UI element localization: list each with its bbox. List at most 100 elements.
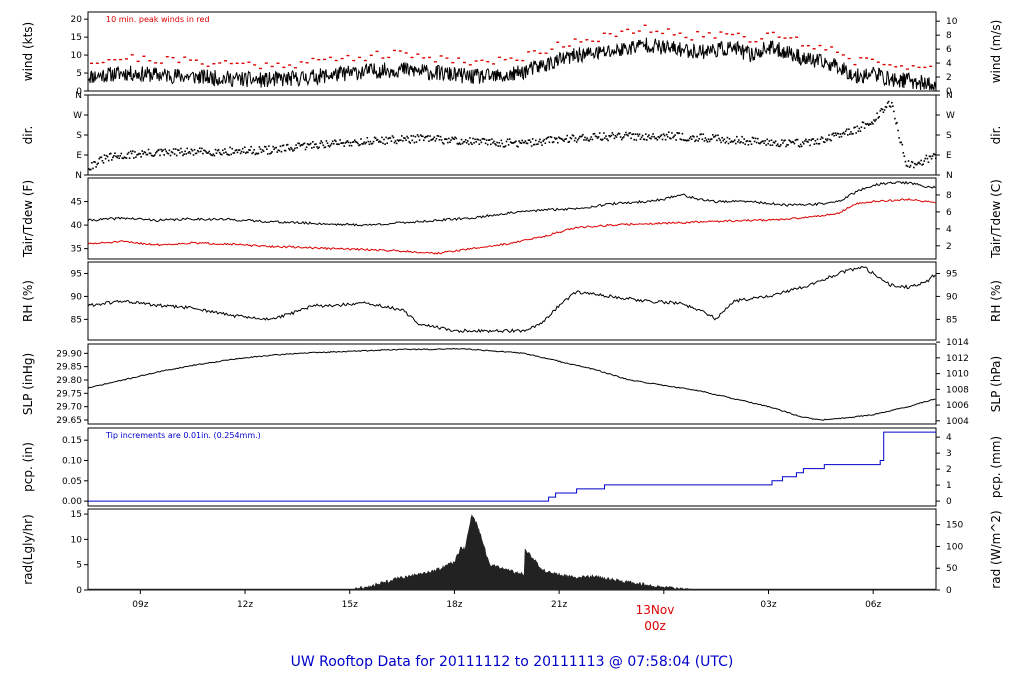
direction-point: [850, 131, 852, 133]
direction-point: [231, 147, 233, 150]
right-tick-label: 8: [946, 191, 952, 201]
direction-point: [422, 135, 424, 138]
left-tick-label: 29.70: [56, 403, 82, 413]
direction-point: [631, 133, 633, 136]
direction-point: [884, 106, 887, 108]
direction-point: [794, 139, 797, 142]
direction-point: [245, 152, 247, 154]
direction-point: [568, 140, 571, 143]
direction-point: [916, 163, 918, 166]
direction-point: [327, 144, 330, 147]
left-tick-label: 10: [71, 535, 83, 545]
direction-point: [329, 144, 332, 147]
direction-point: [132, 150, 134, 152]
direction-point: [340, 142, 342, 144]
direction-point: [365, 141, 367, 144]
direction-point: [805, 138, 807, 141]
direction-point: [860, 126, 863, 128]
direction-point: [721, 136, 723, 139]
direction-point: [275, 146, 277, 149]
direction-point: [249, 149, 251, 151]
direction-point: [694, 140, 696, 143]
direction-point: [873, 119, 875, 121]
direction-point: [763, 142, 765, 144]
direction-point: [463, 140, 466, 143]
direction-point: [933, 153, 936, 156]
direction-point: [879, 110, 882, 112]
direction-point: [635, 139, 638, 141]
direction-point: [861, 121, 864, 123]
direction-point: [392, 136, 395, 139]
series-RH: [87, 266, 936, 334]
right-tick-label: 0: [946, 497, 952, 507]
left-tick-label: S: [76, 131, 82, 141]
direction-point: [289, 149, 291, 151]
direction-point: [892, 105, 894, 107]
direction-point: [776, 143, 779, 145]
direction-point: [246, 151, 248, 153]
direction-point: [527, 139, 530, 141]
direction-point: [814, 140, 817, 142]
direction-point: [830, 139, 832, 142]
direction-point: [276, 151, 278, 153]
direction-point: [374, 137, 377, 139]
direction-point: [237, 149, 240, 151]
direction-point: [898, 137, 900, 139]
direction-point: [259, 148, 262, 150]
direction-point: [803, 142, 805, 145]
direction-point: [490, 143, 492, 146]
left-tick-label: 29.75: [56, 389, 82, 399]
direction-point: [133, 157, 135, 159]
right-tick-label: 1: [946, 481, 952, 491]
direction-point: [326, 142, 329, 144]
direction-point: [618, 133, 621, 135]
direction-point: [192, 154, 195, 156]
direction-point: [241, 147, 244, 150]
direction-point: [417, 135, 420, 138]
direction-point: [134, 151, 136, 153]
direction-point: [629, 132, 631, 134]
direction-point: [107, 159, 110, 162]
direction-point: [590, 136, 593, 138]
direction-point: [918, 161, 920, 164]
left-tick-label: 15: [71, 33, 82, 43]
direction-point: [96, 163, 98, 166]
direction-point: [851, 133, 853, 135]
direction-point: [630, 137, 632, 140]
direction-point: [853, 126, 855, 129]
direction-point: [416, 134, 419, 136]
direction-point: [624, 134, 626, 136]
direction-point: [710, 138, 713, 140]
direction-point: [142, 153, 144, 155]
direction-point: [725, 140, 728, 143]
direction-point: [543, 138, 545, 141]
direction-point: [843, 133, 846, 135]
direction-point: [654, 137, 656, 140]
direction-point: [517, 145, 519, 148]
direction-point: [324, 146, 327, 148]
direction-point: [351, 141, 354, 143]
direction-point: [271, 151, 273, 153]
direction-point: [160, 148, 162, 151]
direction-point: [760, 141, 762, 144]
right-tick-label: 100: [946, 542, 963, 552]
direction-point: [574, 137, 577, 139]
direction-point: [296, 147, 298, 149]
direction-point: [859, 130, 862, 132]
direction-point: [838, 136, 841, 138]
direction-point: [571, 134, 574, 136]
direction-point: [257, 152, 260, 155]
series-wind-speed: [87, 37, 937, 92]
direction-point: [278, 149, 281, 152]
direction-point: [506, 138, 509, 141]
direction-point: [549, 136, 552, 138]
direction-point: [149, 152, 152, 155]
direction-point: [358, 144, 360, 147]
direction-point: [207, 152, 209, 154]
direction-point: [639, 138, 642, 140]
direction-point: [319, 142, 321, 145]
direction-point: [927, 161, 930, 163]
right-tick-label: 4: [946, 225, 952, 235]
panel-frame: [87, 11, 937, 92]
direction-point: [745, 140, 748, 143]
